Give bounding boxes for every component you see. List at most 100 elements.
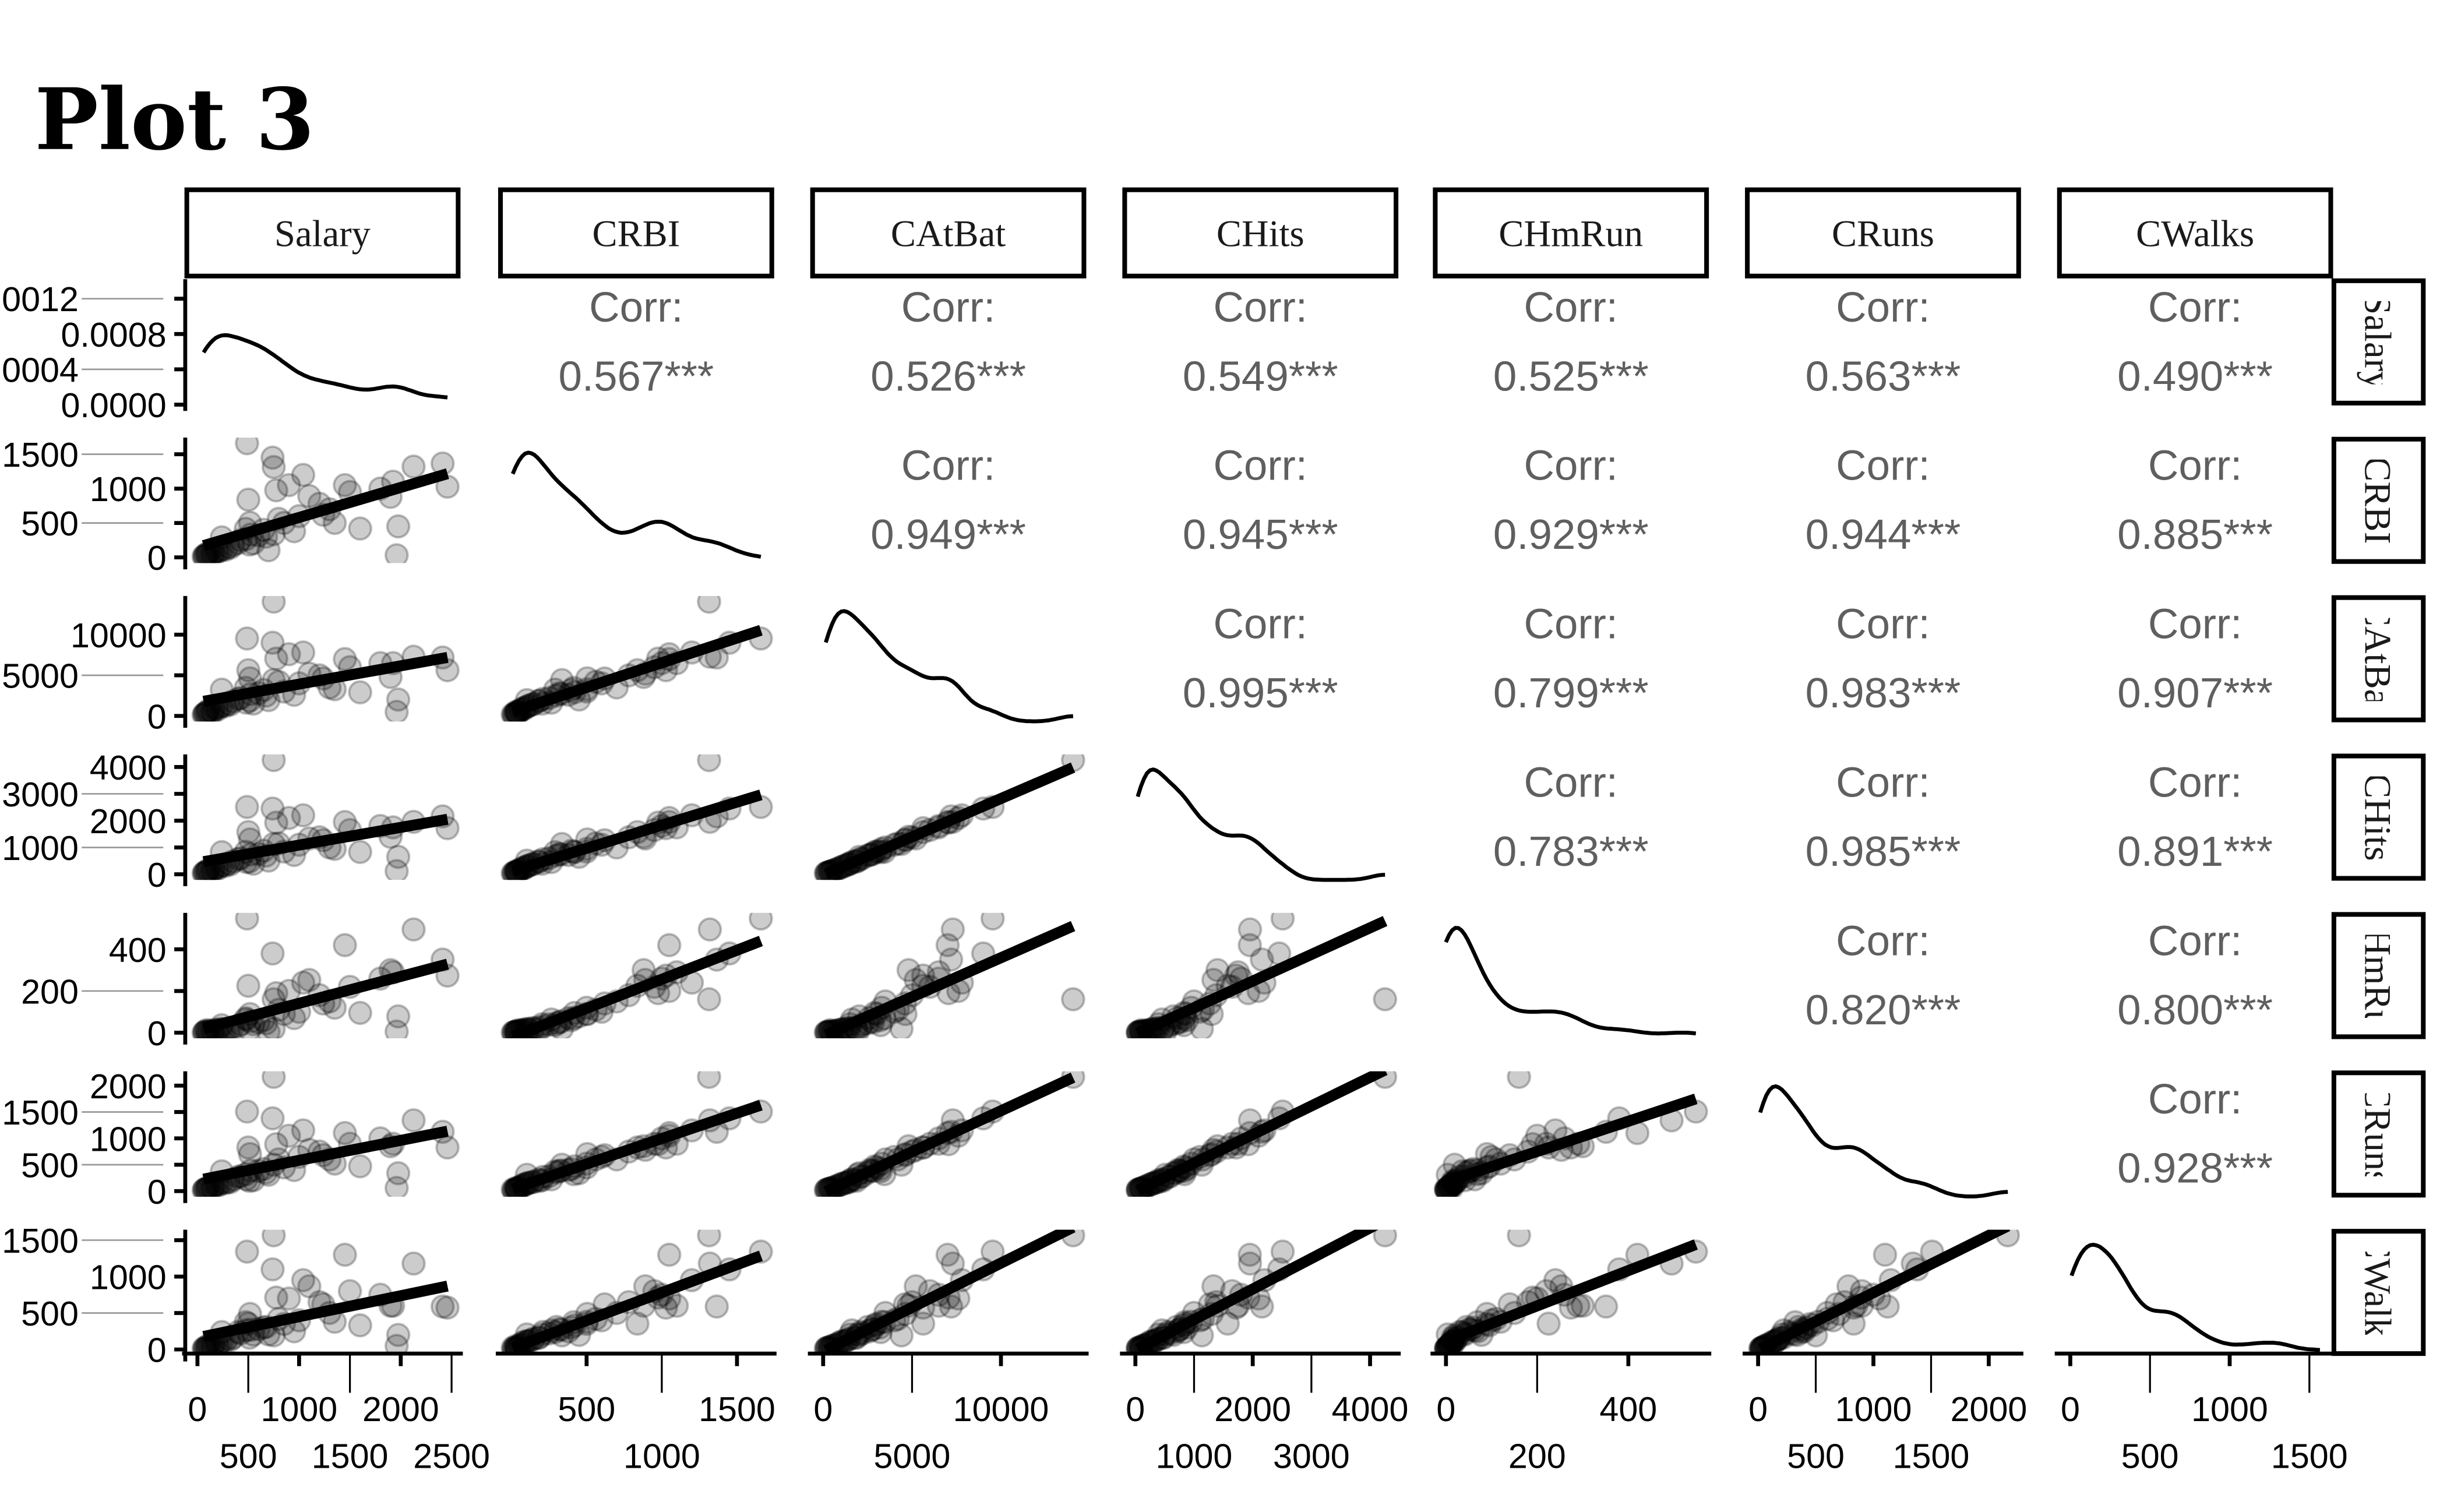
corr-label: Corr: [2148, 442, 2243, 489]
data-point [1543, 1268, 1568, 1292]
strip-top-chits [1122, 187, 1399, 279]
density-curve [202, 333, 448, 400]
x-tick-label: 400 [1599, 1390, 1657, 1429]
data-point [291, 803, 316, 828]
strip-right-chmrun [2331, 912, 2426, 1039]
data-point [386, 1161, 411, 1186]
strip-right-label: CRBI [2357, 456, 2399, 544]
points [191, 912, 460, 1039]
data-point [697, 595, 721, 614]
x-tick-label: 2000 [1214, 1390, 1291, 1429]
data-point [1237, 933, 1263, 958]
density-curve [824, 609, 1074, 724]
data-point [291, 463, 316, 487]
points [813, 1071, 1085, 1197]
x-tick-label: 3000 [1273, 1437, 1350, 1476]
x-tick-label: 500 [1787, 1437, 1845, 1476]
points [1125, 1229, 1398, 1355]
corr-value: 0.567*** [559, 353, 714, 400]
data-point [1215, 1311, 1240, 1336]
data-point [333, 1242, 357, 1267]
regression-line [1135, 916, 1388, 1039]
data-point [386, 514, 411, 539]
panel-chits-vs-catbat [813, 754, 1085, 880]
regression-line [202, 652, 449, 707]
strip-top-label: CRuns [1832, 213, 1934, 255]
panel-cruns-vs-cruns [1758, 1084, 2008, 1199]
regression-line [823, 921, 1076, 1039]
points [500, 1229, 773, 1355]
data-point [911, 1311, 936, 1336]
corr-value: 0.799*** [1493, 669, 1649, 717]
data-point [1237, 1251, 1263, 1276]
data-point [235, 1099, 259, 1124]
data-point [1593, 1294, 1619, 1319]
data-point [297, 1274, 322, 1299]
panel-chmrun-vs-cwalks: Corr: 0.800*** [2117, 917, 2273, 1033]
data-point [697, 1229, 721, 1248]
x-tick-label: 500 [2121, 1437, 2179, 1476]
panels: Salary CRBI CAtBat CHits CHmRun CRuns CWalks Sa… [0, 187, 2426, 1476]
y-tick-label: 3000 [2, 775, 79, 814]
strip-top-label: CRBI [592, 213, 680, 255]
regression-line [823, 1229, 1076, 1355]
points [191, 595, 460, 722]
panel-crbi-vs-catbat: Corr: 0.949*** [870, 442, 1026, 558]
data-point [333, 1120, 357, 1146]
panel-cruns-vs-chits [1125, 1071, 1398, 1197]
data-point [1507, 1071, 1532, 1090]
corr-label: Corr: [1836, 601, 1930, 648]
x-tick-label: 5000 [874, 1437, 951, 1476]
regression-line [202, 1280, 449, 1342]
strip-right-cwalks [2331, 1229, 2426, 1356]
y-tick-label: 1000 [90, 1258, 167, 1297]
data-point [291, 1268, 316, 1292]
panel-chmrun-vs-catbat [813, 912, 1085, 1039]
panel-cwalks-vs-salary [191, 1229, 460, 1355]
strip-right-catbat [2331, 595, 2426, 722]
points [191, 438, 460, 563]
corr-value: 0.490*** [2117, 353, 2273, 400]
corr-label: Corr: [901, 442, 996, 489]
y-tick-label: 0.0000 [61, 386, 167, 425]
points [191, 1229, 460, 1355]
data-point [264, 1285, 288, 1310]
data-point [435, 1295, 460, 1320]
corr-value: 0.928*** [2117, 1145, 2273, 1192]
data-point [1201, 968, 1226, 992]
panel-cwalks-vs-crbi [500, 1229, 773, 1355]
panel-cwalks-vs-catbat [813, 1229, 1085, 1355]
y-tick-label: 5000 [2, 657, 79, 696]
panel-catbat-vs-crbi [500, 595, 773, 722]
data-point [430, 1294, 455, 1319]
panel-chmrun-vs-crbi [500, 912, 773, 1039]
data-point [348, 1154, 372, 1179]
corr-label: Corr: [1836, 284, 1930, 331]
panel-cruns-vs-crbi [500, 1071, 773, 1197]
data-point [1205, 958, 1230, 982]
points [813, 1229, 1085, 1355]
corr-label: Corr: [1214, 601, 1308, 648]
panel-salary-vs-salary [202, 333, 448, 400]
y-tick-label: 0.0004 [0, 350, 79, 389]
panel-chits-vs-cwalks: Corr: 0.891*** [2117, 759, 2273, 875]
corr-label: Corr: [1524, 601, 1619, 648]
data-point [384, 543, 409, 563]
data-point [235, 438, 259, 456]
data-point [264, 1132, 288, 1157]
data-point [940, 1251, 965, 1276]
x-tick-label: 1000 [1156, 1437, 1233, 1476]
data-point [401, 454, 426, 479]
data-point [264, 478, 288, 503]
data-point [337, 1279, 362, 1303]
panel-salary-vs-chmrun: Corr: 0.525*** [1493, 284, 1649, 400]
y-tick-label: 10000 [70, 616, 167, 655]
data-point [939, 1294, 964, 1319]
points [191, 754, 460, 880]
data-point [386, 1323, 411, 1347]
data-point [1060, 987, 1085, 1011]
panel-crbi-vs-chmrun: Corr: 0.929*** [1493, 442, 1649, 558]
data-point [384, 859, 409, 880]
x-tick-label: 10000 [953, 1390, 1049, 1429]
data-point [348, 1000, 372, 1025]
